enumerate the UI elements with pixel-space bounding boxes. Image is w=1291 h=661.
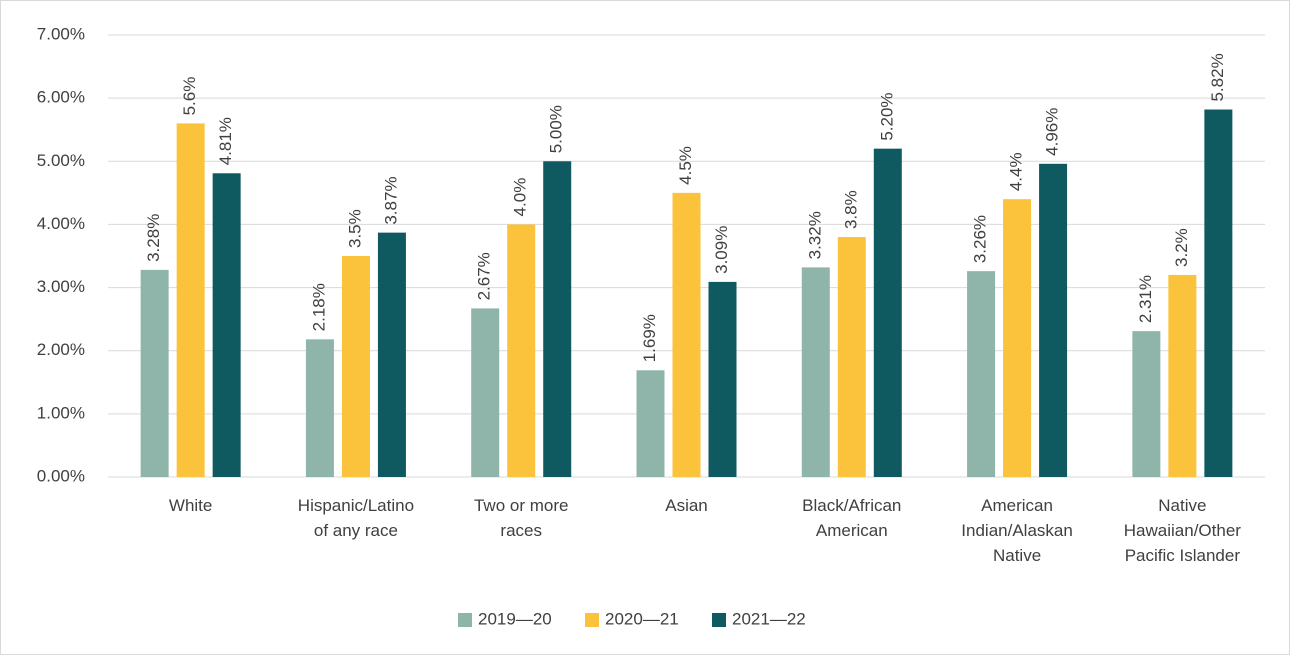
- bar: [305, 339, 334, 477]
- x-tick-label: American Indian/Alaskan Native: [961, 496, 1073, 565]
- y-tick-label: 2.00%: [37, 340, 85, 359]
- x-tick-label: Native Hawaiian/Other Pacific Islander: [1124, 496, 1242, 565]
- y-tick-label: 5.00%: [37, 151, 85, 170]
- value-label: 3.28%: [144, 214, 163, 262]
- bar: [1168, 274, 1197, 477]
- bar: [507, 224, 536, 477]
- bar: [801, 267, 830, 477]
- y-tick-label: 1.00%: [37, 403, 85, 422]
- legend-swatch: [712, 613, 726, 627]
- value-label: 5.20%: [877, 92, 896, 140]
- legend-swatch: [458, 613, 472, 627]
- x-tick-label: Asian: [665, 496, 708, 515]
- value-label: 4.5%: [676, 146, 695, 185]
- bar: [377, 232, 406, 477]
- x-tick-label: White: [169, 496, 212, 515]
- bar: [1204, 109, 1233, 477]
- legend-label: 2019—20: [478, 609, 552, 628]
- bar: [341, 256, 370, 477]
- value-label: 2.31%: [1136, 275, 1155, 323]
- value-label: 4.4%: [1007, 152, 1026, 191]
- value-label: 3.26%: [971, 215, 990, 263]
- legend-label: 2020—21: [605, 609, 679, 628]
- bar: [176, 123, 205, 478]
- bar: [471, 308, 500, 477]
- y-tick-label: 0.00%: [37, 466, 85, 485]
- bar: [708, 281, 737, 477]
- x-tick-label: Black/African American: [802, 496, 901, 540]
- value-label: 3.5%: [345, 209, 364, 248]
- legend-label: 2021—22: [732, 609, 806, 628]
- value-label: 5.82%: [1208, 53, 1227, 101]
- y-tick-label: 3.00%: [37, 277, 85, 296]
- bar: [636, 370, 665, 477]
- value-label: 2.18%: [309, 283, 328, 331]
- bar: [672, 192, 701, 477]
- value-label: 3.09%: [712, 226, 731, 274]
- value-label: 3.2%: [1172, 228, 1191, 267]
- bar: [212, 173, 241, 478]
- value-label: 5.00%: [547, 105, 566, 153]
- value-label: 3.87%: [381, 176, 400, 224]
- y-tick-label: 4.00%: [37, 214, 85, 233]
- bar: [1003, 199, 1032, 477]
- bar: [543, 161, 572, 478]
- x-tick-label: Two or more races: [474, 496, 568, 540]
- value-label: 3.32%: [805, 211, 824, 259]
- value-label: 1.69%: [640, 314, 659, 362]
- value-label: 4.96%: [1043, 108, 1062, 156]
- y-tick-label: 6.00%: [37, 88, 85, 107]
- x-tick-label: Hispanic/Latino of any race: [298, 496, 414, 540]
- bar: [1132, 331, 1161, 477]
- bar: [140, 269, 169, 477]
- value-label: 3.8%: [841, 190, 860, 229]
- bar: [1039, 163, 1068, 477]
- y-tick-label: 7.00%: [37, 24, 85, 43]
- value-label: 5.6%: [180, 77, 199, 116]
- bar: [967, 271, 996, 477]
- value-label: 4.0%: [511, 178, 530, 217]
- legend-swatch: [585, 613, 599, 627]
- value-label: 4.81%: [216, 117, 235, 165]
- bar: [837, 237, 866, 477]
- bar: [873, 148, 902, 477]
- value-label: 2.67%: [475, 252, 494, 300]
